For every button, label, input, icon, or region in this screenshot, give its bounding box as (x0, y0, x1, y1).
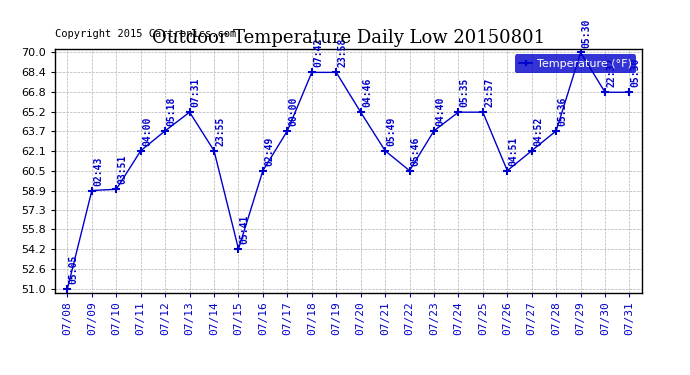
Text: 23:57: 23:57 (484, 78, 494, 107)
Text: 07:42: 07:42 (313, 38, 323, 68)
Text: 03:51: 03:51 (117, 155, 128, 184)
Text: 00:00: 00:00 (288, 96, 299, 126)
Text: 04:46: 04:46 (362, 78, 372, 107)
Text: 04:40: 04:40 (435, 96, 445, 126)
Text: 05:46: 05:46 (411, 136, 421, 166)
Text: 04:52: 04:52 (533, 116, 543, 146)
Text: 23:55: 23:55 (215, 116, 225, 146)
Text: 02:49: 02:49 (264, 136, 274, 166)
Text: 05:49: 05:49 (386, 116, 396, 146)
Text: 05:41: 05:41 (239, 214, 250, 244)
Text: 04:00: 04:00 (142, 116, 152, 146)
Text: 05:30: 05:30 (631, 58, 641, 87)
Text: 23:58: 23:58 (337, 38, 348, 68)
Text: 05:30: 05:30 (582, 18, 592, 48)
Text: 07:31: 07:31 (191, 78, 201, 107)
Text: 22:32: 22:32 (607, 58, 616, 87)
Text: 05:05: 05:05 (68, 254, 79, 284)
Text: 02:43: 02:43 (93, 156, 103, 186)
Text: 05:36: 05:36 (558, 96, 567, 126)
Title: Outdoor Temperature Daily Low 20150801: Outdoor Temperature Daily Low 20150801 (152, 29, 545, 47)
Text: 05:35: 05:35 (460, 78, 470, 107)
Text: Copyright 2015 Cartronics.com: Copyright 2015 Cartronics.com (55, 29, 237, 39)
Text: 05:18: 05:18 (166, 96, 177, 126)
Text: 04:51: 04:51 (509, 136, 518, 166)
Legend: Temperature (°F): Temperature (°F) (515, 54, 636, 73)
